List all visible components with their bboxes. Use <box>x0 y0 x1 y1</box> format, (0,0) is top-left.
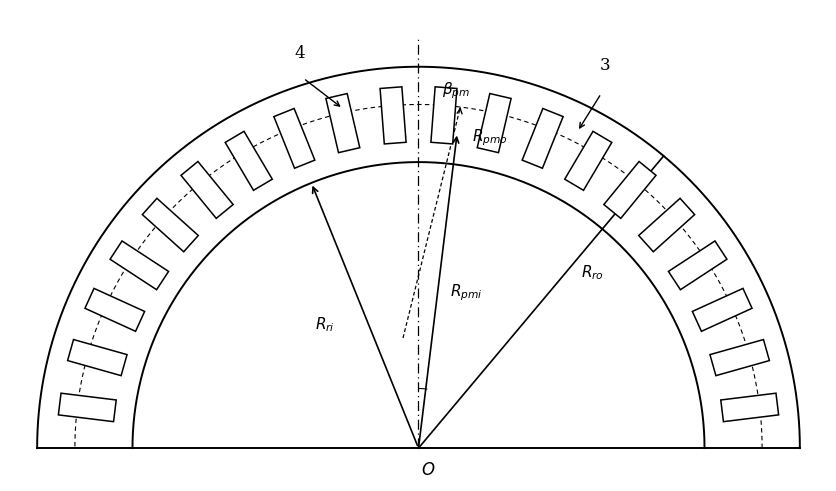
Text: $\beta_{pm}$: $\beta_{pm}$ <box>441 81 470 101</box>
Polygon shape <box>564 131 611 191</box>
Polygon shape <box>709 340 768 376</box>
Polygon shape <box>142 198 198 252</box>
Text: $R_{ri}$: $R_{ri}$ <box>314 315 334 334</box>
Text: $R_{pmo}$: $R_{pmo}$ <box>472 127 507 147</box>
Polygon shape <box>110 241 168 290</box>
Text: $O$: $O$ <box>421 462 435 479</box>
Text: $R_{ro}$: $R_{ro}$ <box>581 264 604 282</box>
Polygon shape <box>431 87 456 144</box>
Polygon shape <box>225 131 272 191</box>
Polygon shape <box>181 162 233 218</box>
Polygon shape <box>691 288 751 331</box>
Polygon shape <box>85 288 145 331</box>
Polygon shape <box>638 198 694 252</box>
Polygon shape <box>325 94 359 153</box>
Polygon shape <box>59 393 116 422</box>
Text: $R_{pmi}$: $R_{pmi}$ <box>449 282 482 303</box>
Text: 3: 3 <box>599 57 609 74</box>
Polygon shape <box>522 109 563 168</box>
Polygon shape <box>68 340 127 376</box>
Polygon shape <box>603 162 655 218</box>
Polygon shape <box>380 87 405 144</box>
Text: 4: 4 <box>293 46 304 62</box>
Polygon shape <box>477 94 511 153</box>
Polygon shape <box>273 109 314 168</box>
Polygon shape <box>720 393 777 422</box>
Polygon shape <box>668 241 726 290</box>
